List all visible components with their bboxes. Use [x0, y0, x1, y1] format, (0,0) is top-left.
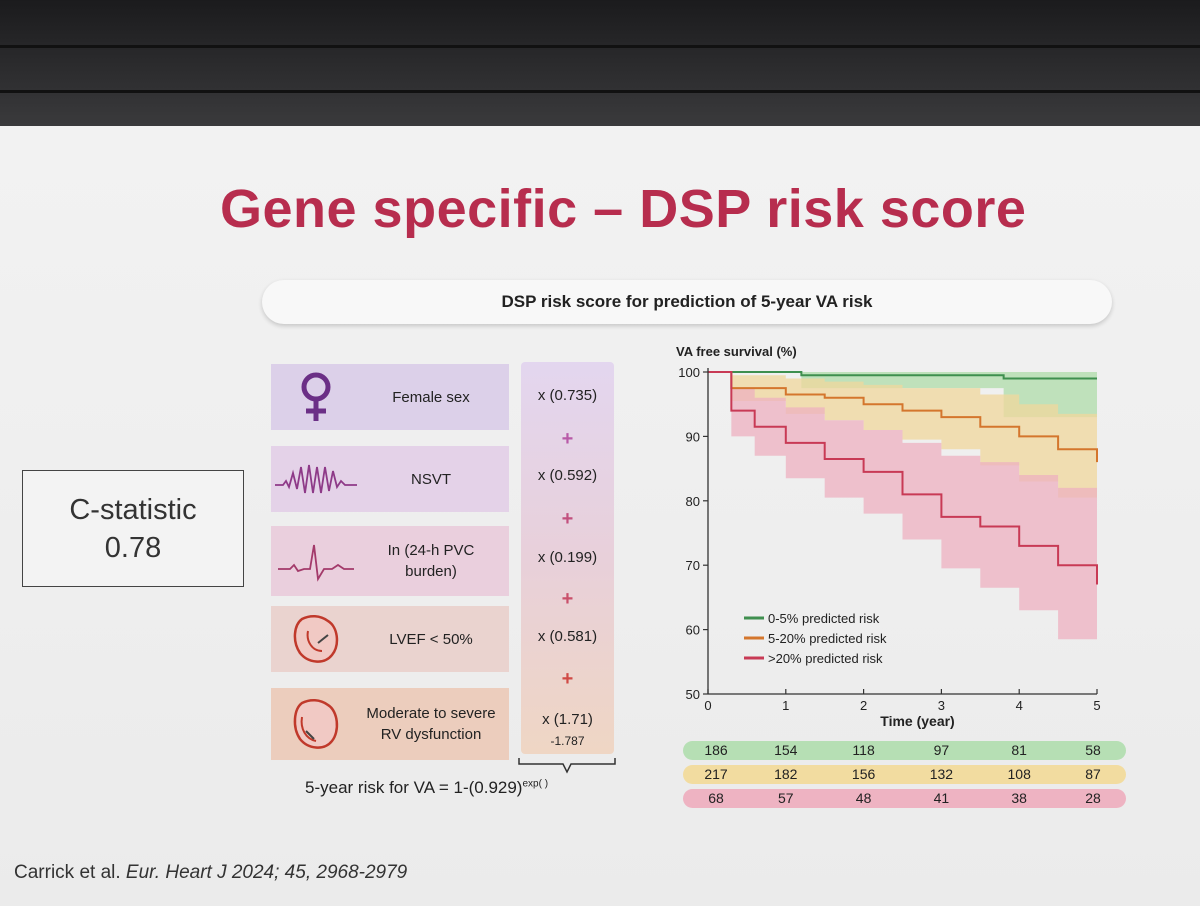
- y-tick-label: 50: [686, 687, 700, 702]
- heart-rv-icon: [271, 695, 361, 753]
- formula-main: 5-year risk for VA = 1-(0.929): [305, 778, 523, 797]
- at-risk-count: 48: [855, 790, 872, 806]
- x-tick-label: 1: [782, 698, 789, 713]
- confidence-band: [708, 372, 1097, 672]
- at-risk-count: 118: [852, 742, 875, 758]
- coef-female-sex: x (0.735): [537, 387, 598, 404]
- plus-sign: +: [561, 508, 574, 530]
- at-risk-row: 217 182 156 132 108 87: [683, 765, 1126, 784]
- coef-lvef: x (0.581): [537, 628, 598, 645]
- legend-label: >20% predicted risk: [768, 651, 883, 666]
- y-axis-label: VA free survival (%): [676, 344, 797, 359]
- x-tick-label: 4: [1016, 698, 1023, 713]
- ceiling-rail: [0, 90, 1200, 93]
- legend-label: 5-20% predicted risk: [768, 631, 887, 646]
- y-tick-label: 90: [686, 429, 700, 444]
- coefficient-column: [521, 362, 614, 754]
- at-risk-count: 108: [1007, 766, 1031, 782]
- at-risk-count: 41: [933, 790, 950, 806]
- factor-label: In (24-h PVC burden): [387, 542, 475, 580]
- at-risk-count: 58: [1085, 742, 1101, 758]
- coef-pvc: x (0.199): [537, 549, 598, 566]
- formula-brace: [518, 758, 616, 774]
- at-risk-count: 97: [933, 742, 950, 758]
- citation-journal: Eur. Heart J 2024; 45, 2968-2979: [125, 862, 408, 883]
- figure-subtitle: DSP risk score for prediction of 5-year …: [262, 280, 1112, 324]
- factor-label: LVEF < 50%: [389, 630, 473, 648]
- at-risk-count: 81: [1011, 742, 1027, 758]
- c-statistic-box: C-statistic 0.78: [22, 470, 244, 587]
- factor-label: Female sex: [392, 388, 470, 406]
- at-risk-count: 154: [774, 742, 798, 758]
- citation: Carrick et al. Eur. Heart J 2024; 45, 29…: [14, 862, 407, 884]
- female-sex-icon: [271, 369, 361, 425]
- factor-rv-dysfunction: Moderate to severe RV dysfunction: [271, 688, 509, 760]
- plus-sign: +: [561, 668, 574, 690]
- legend-label: 0-5% predicted risk: [768, 611, 880, 626]
- at-risk-count: 182: [774, 766, 798, 782]
- at-risk-count: 38: [1011, 790, 1027, 806]
- x-tick-label: 5: [1093, 698, 1100, 713]
- at-risk-count: 156: [851, 766, 876, 782]
- plus-sign: +: [561, 428, 574, 450]
- at-risk-count: 132: [929, 766, 954, 782]
- coef-nsvt: x (0.592): [537, 467, 598, 484]
- at-risk-count: 28: [1085, 790, 1101, 806]
- survival-curve: [708, 371, 1098, 585]
- at-risk-row: 68 57 48 41 38 28: [683, 789, 1126, 808]
- at-risk-row: 186 154 118 97 81 58: [683, 741, 1126, 760]
- factor-female-sex: Female sex: [271, 364, 509, 430]
- km-chart: 50 60 70 80 90 100 0 1 2 3 4 5 VA free survival (%) T…: [676, 344, 1101, 729]
- citation-authors: Carrick et al.: [14, 862, 121, 883]
- ceiling-rail: [0, 45, 1200, 48]
- survival-curve: [708, 371, 1098, 463]
- background-ceiling: [0, 0, 1200, 130]
- y-tick-label: 70: [686, 558, 700, 573]
- factor-nsvt: NSVT: [271, 446, 509, 512]
- coef-rv: x (1.71): [542, 711, 593, 728]
- y-tick-label: 100: [678, 365, 700, 380]
- x-tick-label: 0: [704, 698, 711, 713]
- constant-term: -1.787: [550, 734, 585, 748]
- c-statistic-value: 0.78: [104, 531, 162, 564]
- c-statistic-label: C-statistic: [69, 493, 197, 526]
- plus-sign: +: [561, 588, 574, 610]
- at-risk-count: 87: [1085, 766, 1101, 782]
- at-risk-count: 217: [704, 766, 728, 782]
- factor-lvef: LVEF < 50%: [271, 606, 509, 672]
- heart-lv-icon: [271, 611, 361, 667]
- x-tick-label: 3: [938, 698, 945, 713]
- nsvt-ecg-icon: [271, 459, 361, 499]
- confidence-band: [708, 372, 1097, 514]
- risk-formula: 5-year risk for VA = 1-(0.929)exp( ): [305, 778, 548, 798]
- factor-pvc-burden: In (24-h PVC burden): [271, 526, 509, 596]
- y-tick-label: 60: [686, 623, 700, 638]
- at-risk-count: 68: [708, 790, 724, 806]
- survival-curve: [708, 371, 1097, 380]
- slide-title: Gene specific – DSP risk score: [220, 179, 1027, 239]
- factor-label: Moderate to severe RV dysfunction: [366, 705, 496, 743]
- factor-label: NSVT: [410, 470, 451, 488]
- x-tick-label: 2: [860, 698, 867, 713]
- at-risk-count: 186: [704, 742, 728, 758]
- pvc-ecg-icon: [271, 539, 361, 583]
- x-axis-label: Time (year): [880, 713, 954, 729]
- at-risk-count: 57: [778, 790, 794, 806]
- formula-exponent: exp( ): [522, 778, 549, 790]
- y-tick-label: 80: [686, 494, 700, 509]
